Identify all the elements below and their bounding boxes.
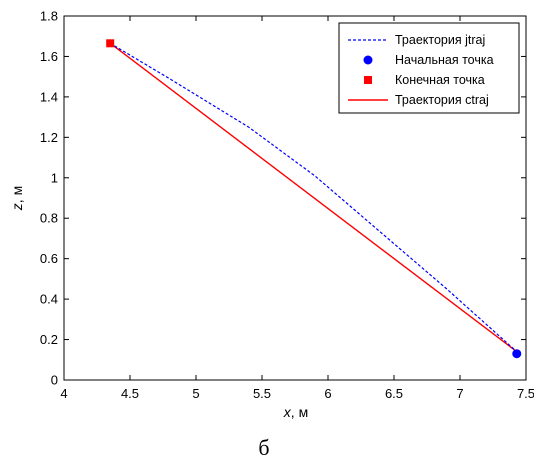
y-tick-label: 0 xyxy=(51,373,58,388)
legend-box xyxy=(338,22,520,114)
x-tick-label: 6 xyxy=(324,386,331,401)
legend-swatch-start xyxy=(363,55,373,65)
y-axis-label: z, м xyxy=(9,186,25,211)
x-tick-label: 4.5 xyxy=(121,386,139,401)
series-line-jtraj xyxy=(109,42,518,353)
x-tick-label: 7 xyxy=(456,386,463,401)
x-tick-label: 7.5 xyxy=(517,386,534,401)
end-point-marker xyxy=(106,39,115,48)
y-tick-label: 1.2 xyxy=(40,130,58,145)
x-tick-label: 4 xyxy=(60,386,67,401)
y-tick-label: 0.6 xyxy=(40,251,58,266)
y-tick-label: 1.4 xyxy=(40,89,58,104)
y-tick-label: 0.4 xyxy=(40,292,58,307)
y-tick-label: 1 xyxy=(51,170,58,185)
series-line-ctraj xyxy=(109,42,518,353)
x-tick-label: 6.5 xyxy=(385,386,403,401)
y-tick-label: 1.8 xyxy=(40,9,58,24)
figure-caption: б xyxy=(258,435,269,460)
legend-swatch-end xyxy=(364,76,372,84)
x-tick-label: 5.5 xyxy=(253,386,271,401)
x-axis-label: x, м xyxy=(283,404,308,420)
y-tick-label: 1.6 xyxy=(40,49,58,64)
legend-label-ctraj: Траектория ctraj xyxy=(395,93,489,107)
legend-label-jtraj: Траектория jtraj xyxy=(395,33,485,47)
legend-label-start: Начальная точка xyxy=(395,53,494,67)
y-tick-label: 0.8 xyxy=(40,211,58,226)
legend: Траектория jtraj Начальная точка Конечна… xyxy=(338,22,520,114)
start-point-marker xyxy=(512,349,522,359)
y-tick-label: 0.2 xyxy=(40,332,58,347)
x-tick-label: 5 xyxy=(192,386,199,401)
legend-label-end: Конечная точка xyxy=(395,73,485,87)
